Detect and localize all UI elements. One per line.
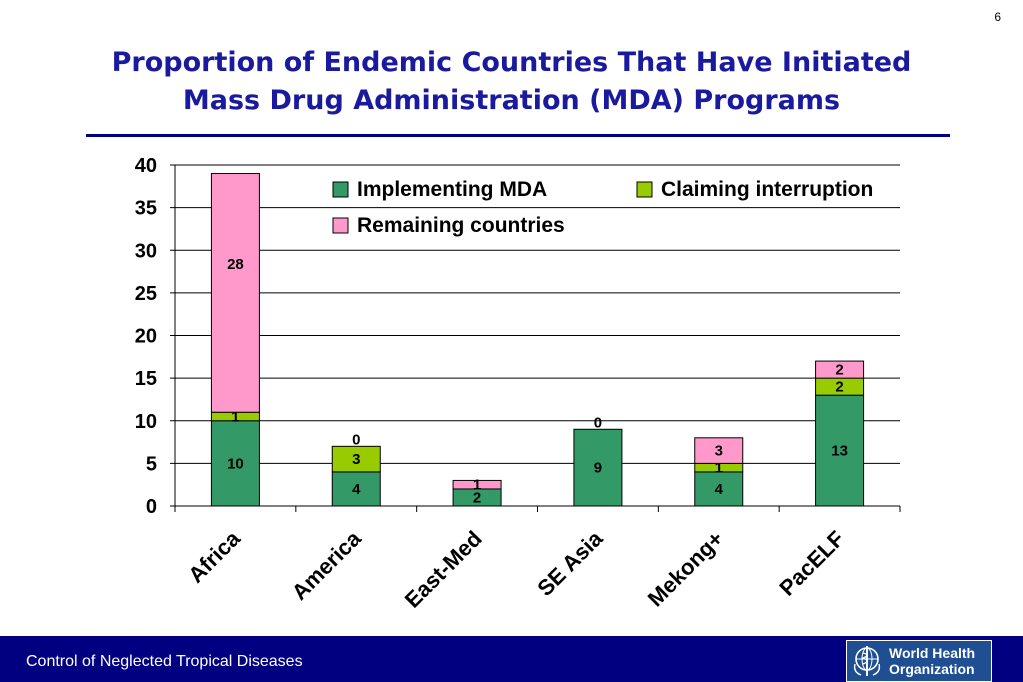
- y-tick-label: 40: [135, 155, 157, 177]
- data-label: 2: [835, 379, 843, 396]
- data-label: 1: [473, 477, 481, 494]
- title-line-2: Mass Drug Administration (MDA) Programs: [182, 85, 841, 116]
- bar-segment: [694, 471, 744, 507]
- y-tick-label: 15: [135, 368, 157, 390]
- data-label: 2: [835, 362, 843, 379]
- data-label: 1: [715, 460, 723, 477]
- stacked-bar-chart: 051015202530354010128Africa430America21E…: [135, 155, 901, 613]
- legend-swatch: [636, 181, 653, 198]
- y-tick-label: 35: [135, 198, 157, 220]
- bar-segment: [331, 471, 381, 507]
- data-label: 3: [352, 451, 360, 468]
- data-label: 1: [231, 408, 239, 425]
- page-number: 6: [994, 10, 1001, 24]
- data-label: 28: [227, 256, 244, 273]
- legend-swatch: [332, 217, 349, 234]
- data-label: 0: [594, 414, 602, 431]
- y-tick-label: 0: [146, 496, 157, 518]
- y-tick-label: 25: [135, 283, 157, 305]
- title-line-1: Proportion of Endemic Countries That Hav…: [111, 47, 912, 78]
- legend-label: Remaining countries: [357, 214, 565, 237]
- bar-segment: [815, 360, 865, 379]
- who-emblem-icon: [853, 646, 881, 676]
- bar-segment: [452, 479, 502, 490]
- footer-text: Control of Neglected Tropical Diseases: [26, 653, 303, 670]
- legend-label: Implementing MDA: [357, 178, 547, 201]
- who-logo-line-2: Organization: [889, 661, 975, 677]
- data-label: 4: [352, 481, 361, 498]
- x-tick-label: Mekong+: [643, 526, 729, 612]
- x-tick-label: America: [287, 525, 367, 605]
- bar-segment: [573, 428, 623, 507]
- slide-title: Proportion of Endemic Countries That Hav…: [0, 44, 1023, 120]
- who-logo-line-1: World Health: [889, 645, 976, 661]
- bar-segment: [694, 437, 744, 464]
- x-tick-label: East-Med: [400, 526, 487, 613]
- who-logo: World Health Organization: [846, 640, 992, 682]
- data-label: 13: [831, 443, 848, 460]
- data-label: 2: [473, 489, 481, 506]
- data-label: 3: [715, 443, 723, 460]
- x-tick-label: SE Asia: [532, 525, 608, 601]
- who-logo-text: World Health Organization: [889, 645, 975, 677]
- y-tick-label: 30: [135, 240, 157, 262]
- x-tick-label: PacELF: [774, 526, 849, 601]
- legend-label: Claiming interruption: [661, 178, 873, 201]
- y-tick-label: 10: [135, 411, 157, 433]
- bar-segment: [210, 173, 260, 413]
- y-tick-label: 5: [146, 453, 157, 475]
- data-label: 4: [715, 481, 724, 498]
- data-label: 10: [227, 455, 244, 472]
- bar-segment: [815, 394, 865, 507]
- data-label: 9: [594, 460, 602, 477]
- bar-segment: [331, 445, 381, 473]
- legend-swatch: [332, 181, 349, 198]
- title-divider: [86, 134, 950, 137]
- data-label: 0: [352, 431, 360, 448]
- x-tick-label: Africa: [183, 525, 245, 587]
- y-tick-label: 20: [135, 326, 157, 348]
